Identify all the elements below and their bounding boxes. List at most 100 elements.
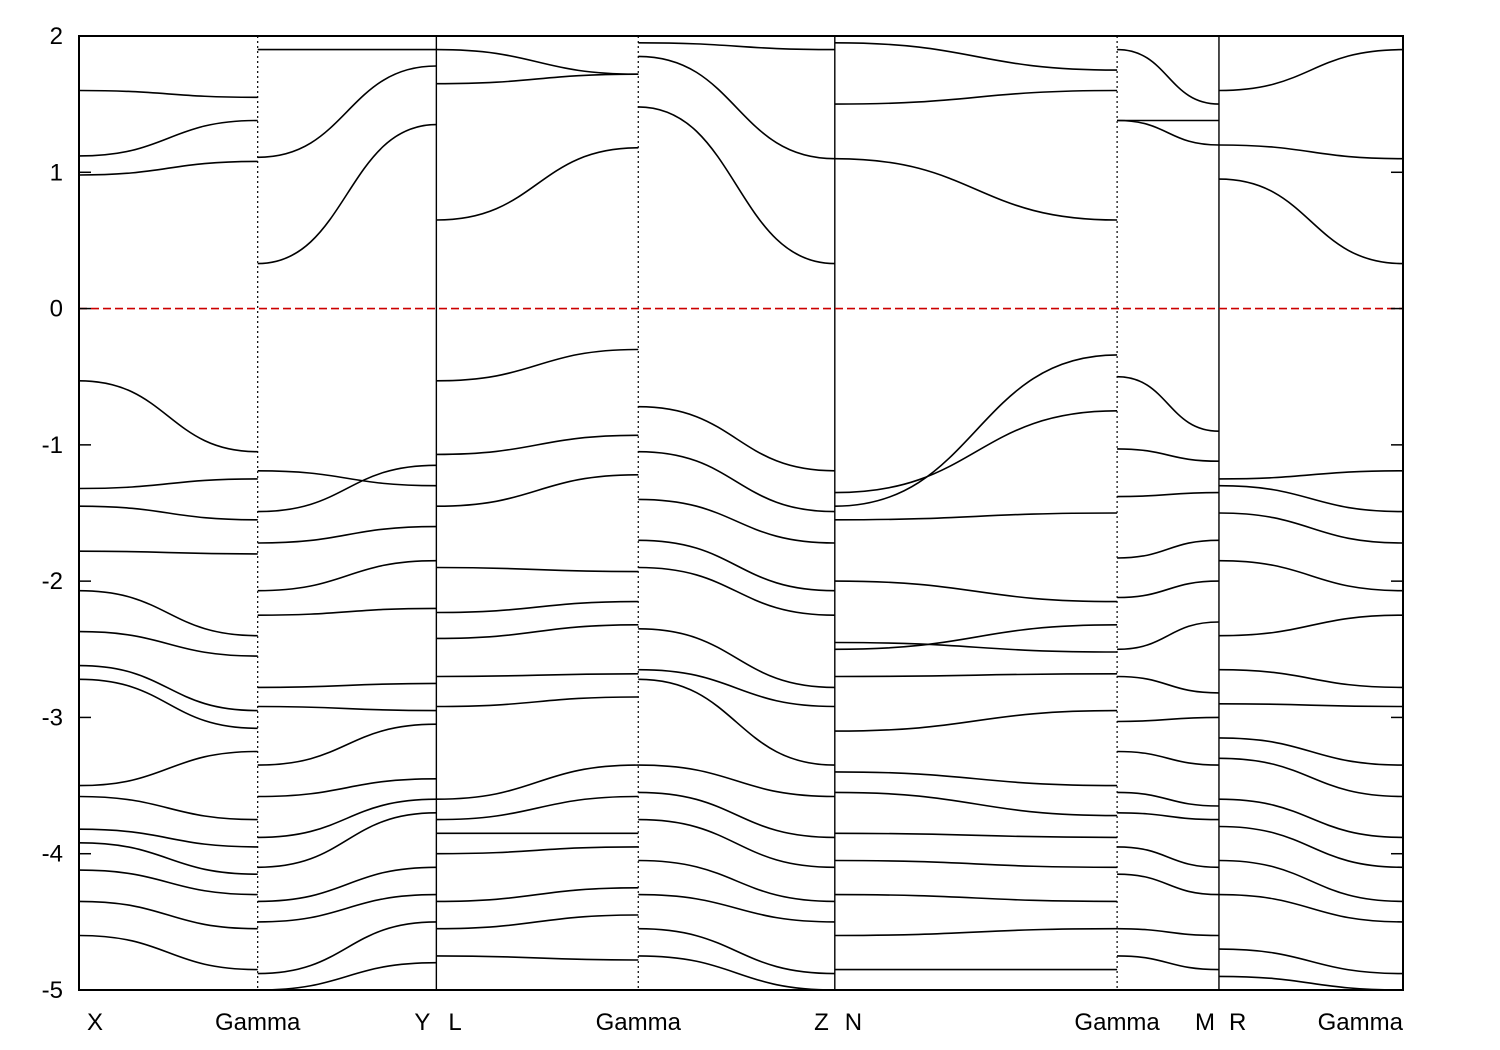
band-8-segment-7: [1218, 614, 1403, 637]
band-1-segment-7: [1218, 144, 1403, 160]
band-13-segment-1: [79, 795, 258, 821]
band-6-segment-3: [436, 474, 639, 507]
band-12-segment-3: [436, 764, 639, 800]
band-11-segment-2: [257, 723, 437, 766]
band-17-segment-3: [436, 914, 639, 930]
k-point-label: Gamma: [1074, 1009, 1160, 1036]
band-6-segment-4: [638, 498, 835, 544]
band-15-segment-3: [436, 846, 639, 855]
band-10-segment-7: [1218, 703, 1403, 708]
y-tick-label: 1: [50, 159, 63, 186]
band-5-segment-6: [1117, 448, 1220, 462]
band-10-segment-3: [436, 673, 639, 678]
band-11-segment-6: [1117, 716, 1220, 723]
band-2-segment-6: [1117, 119, 1220, 146]
band-2-segment-1: [79, 160, 258, 176]
y-tick-label: -5: [42, 977, 63, 1004]
band-15-segment-5: [834, 859, 1118, 869]
band-5-segment-4: [638, 450, 835, 513]
band-11-segment-4: [638, 678, 835, 766]
y-tick-label: -1: [42, 432, 63, 459]
band-6-segment-5: [834, 512, 1118, 521]
band-10-segment-1: [79, 664, 258, 712]
k-point-label: Gamma: [596, 1009, 682, 1036]
band-1-segment-4: [638, 55, 835, 160]
band-17-segment-1: [79, 900, 258, 930]
band-3-segment-7: [1218, 48, 1403, 92]
y-axis-ticks: 2 1 0 -1 -2 -3 -4 -5: [42, 23, 1403, 1004]
band-13-segment-6: [1117, 791, 1220, 807]
band-17-segment-2: [257, 921, 437, 975]
band-7-segment-4: [638, 539, 835, 592]
band-10-segment-2: [257, 705, 437, 712]
band-15-segment-2: [257, 866, 437, 903]
band-3-segment-4: [638, 42, 835, 51]
band-17-segment-6: [1117, 927, 1220, 937]
band-14-segment-7: [1218, 825, 1403, 869]
band-6-segment-2: [257, 525, 437, 544]
band-16-segment-2: [257, 893, 437, 923]
band-16-segment-4: [638, 893, 835, 923]
band-13-segment-7: [1218, 798, 1403, 839]
band-11-segment-7: [1218, 737, 1403, 766]
band-8-segment-2: [257, 607, 437, 616]
band-1-segment-1: [79, 119, 258, 157]
bands-layer: [79, 42, 1403, 990]
band-16-segment-5: [834, 893, 1118, 903]
band-8-segment-3: [436, 600, 639, 614]
band-11-segment-3: [436, 696, 639, 708]
band-8-segment-4: [638, 566, 835, 616]
band-18-segment-1: [79, 934, 258, 971]
band-12-segment-2: [257, 778, 437, 798]
band-2-segment-5: [834, 157, 1118, 221]
band-13-segment-2: [257, 798, 437, 839]
band-10-segment-6: [1117, 675, 1220, 694]
band-15-segment-4: [638, 859, 835, 903]
band-7-segment-1: [79, 550, 258, 555]
band-12-segment-6: [1117, 750, 1220, 766]
band-9-segment-5: [834, 641, 1118, 653]
band-7-segment-3: [436, 566, 639, 573]
band-14-segment-4: [638, 818, 835, 869]
band-1-segment-5: [834, 42, 1118, 71]
band-7-segment-2: [257, 559, 437, 592]
band-2-segment-3: [436, 147, 639, 221]
band-14-segment-1: [79, 828, 258, 848]
y-tick-label: -3: [42, 704, 63, 731]
band-8-segment-1: [79, 589, 258, 637]
band-4-segment-7: [1218, 470, 1403, 480]
band-15-segment-7: [1218, 859, 1403, 903]
k-point-label: Gamma: [215, 1009, 301, 1036]
band-2-segment-7: [1218, 178, 1403, 265]
band-7-segment-6: [1117, 539, 1220, 559]
band-5-segment-1: [79, 478, 258, 490]
band-15-segment-6: [1117, 846, 1220, 869]
band-16-segment-6: [1117, 873, 1220, 896]
band-14-segment-2: [257, 812, 437, 869]
band-5-segment-5: [834, 410, 1118, 494]
band-3-segment-3: [436, 48, 639, 75]
band-11-segment-1: [79, 678, 258, 730]
band-18-segment-7: [1218, 975, 1403, 990]
band-2-segment-4: [638, 106, 835, 265]
k-point-label: N: [845, 1009, 862, 1036]
band-12-segment-5: [834, 771, 1118, 787]
k-point-label: M: [1195, 1009, 1215, 1036]
band-3-segment-5: [834, 89, 1118, 105]
band-4-segment-4: [638, 405, 835, 472]
band-5-segment-7: [1218, 484, 1403, 513]
band-15-segment-1: [79, 842, 258, 875]
band-9-segment-1: [79, 630, 258, 657]
band-12-segment-1: [79, 750, 258, 787]
k-point-labels: X Gamma Y L Gamma Z N Gamma M R Gamma: [87, 1009, 1404, 1036]
band-1-segment-3: [436, 73, 639, 85]
band-16-segment-7: [1218, 893, 1403, 923]
band-6-segment-7: [1218, 512, 1403, 544]
band-4-segment-6: [1117, 375, 1220, 432]
plot-frame: [78, 35, 1404, 991]
band-18-segment-3: [436, 955, 639, 961]
y-tick-label: 2: [50, 23, 63, 50]
band-3-segment-1: [79, 89, 258, 99]
band-5-segment-2: [257, 464, 437, 513]
